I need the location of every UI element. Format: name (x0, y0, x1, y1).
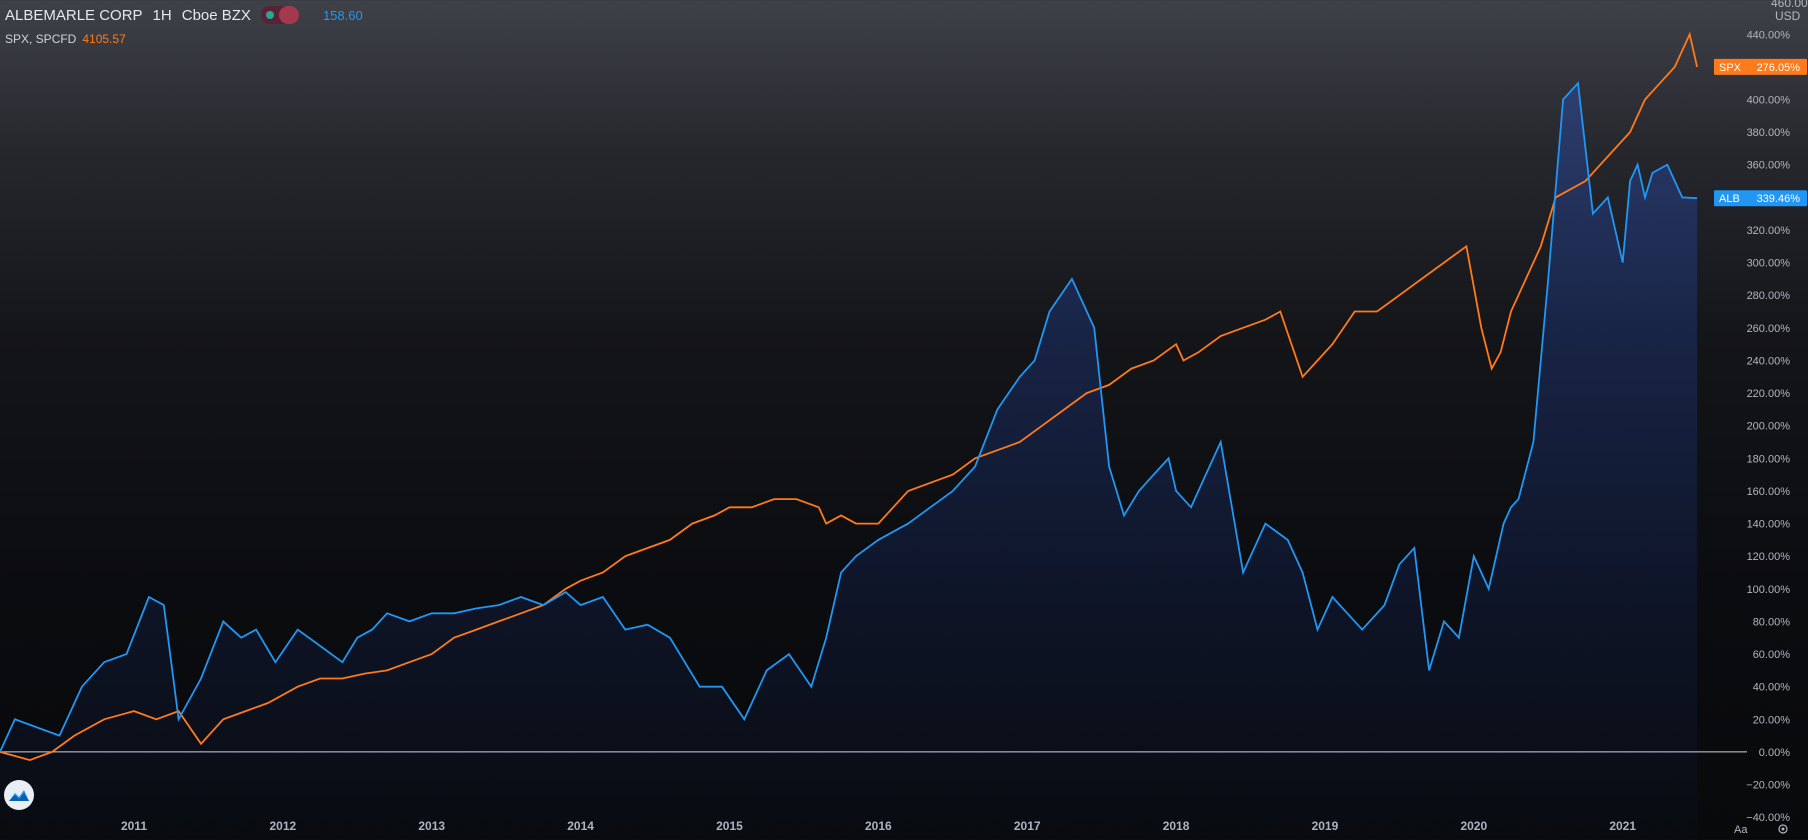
y-tick-label: 360.00% (1747, 160, 1791, 172)
y-tick-label: 60.00% (1753, 649, 1791, 661)
last-price-value: 158.60 (322, 7, 363, 23)
interval-label[interactable]: 1H (152, 6, 172, 24)
compare-symbol-label[interactable]: SPX, SPCFD (5, 32, 77, 46)
y-tick-label: 140.00% (1747, 519, 1791, 531)
y-tick-label: 100.00% (1747, 584, 1791, 596)
series-badge-name: ALB (1719, 193, 1740, 205)
settings-gear-icon[interactable] (1776, 822, 1790, 839)
y-tick-label: 260.00% (1747, 323, 1791, 335)
y-tick-label: 240.00% (1747, 355, 1791, 367)
y-tick-label: 400.00% (1747, 94, 1791, 106)
y-tick-label: 20.00% (1753, 714, 1791, 726)
y-tick-label: 440.00% (1747, 29, 1791, 41)
price-axis-top-label: 460.00% (1771, 0, 1808, 10)
y-tick-label: −40.00% (1746, 812, 1790, 824)
y-tick-label: 160.00% (1747, 486, 1791, 498)
tradingview-logo-icon[interactable] (4, 780, 34, 810)
alb-area-fill (0, 83, 1698, 840)
y-tick-label: 180.00% (1747, 453, 1791, 465)
currency-label[interactable]: USD (1775, 9, 1801, 23)
y-tick-label: 380.00% (1747, 127, 1791, 139)
series-badge-value: 339.46% (1757, 193, 1801, 205)
y-tick-label: 280.00% (1747, 290, 1791, 302)
y-tick-label: 120.00% (1747, 551, 1791, 563)
toggle-segment (278, 6, 299, 24)
spx-last-value-badge: SPX 276.05% (1714, 58, 1807, 75)
y-tick-label: 0.00% (1759, 747, 1790, 759)
y-tick-label: 220.00% (1747, 388, 1791, 400)
alb-series-line (0, 81, 1698, 753)
y-tick-label: −20.00% (1746, 780, 1790, 792)
main-series-legend[interactable]: ALBEMARLE CORP 1H Cboe BZX 158.60 (5, 6, 363, 24)
alb-last-value-badge: ALB 339.46% (1714, 190, 1807, 207)
y-tick-label: 40.00% (1753, 682, 1791, 694)
exchange-label: Cboe BZX (181, 6, 251, 24)
series-badge-value: 276.05% (1757, 62, 1801, 74)
compare-series-legend[interactable]: SPX, SPCFD 4105.57 (5, 32, 126, 46)
symbol-name[interactable]: ALBEMARLE CORP (5, 6, 143, 24)
y-tick-label: 320.00% (1747, 225, 1791, 237)
y-tick-label: 80.00% (1753, 616, 1791, 628)
series-badge-name: SPX (1719, 62, 1742, 74)
y-tick-label: 300.00% (1747, 258, 1791, 270)
compare-value: 4105.57 (82, 32, 126, 46)
spx-series-line (0, 31, 1698, 762)
font-toggle-label[interactable]: Aa (1734, 824, 1748, 836)
y-tick-label: 200.00% (1747, 421, 1791, 433)
status-dot-icon (265, 11, 274, 19)
market-status-toggle[interactable] (260, 6, 299, 24)
